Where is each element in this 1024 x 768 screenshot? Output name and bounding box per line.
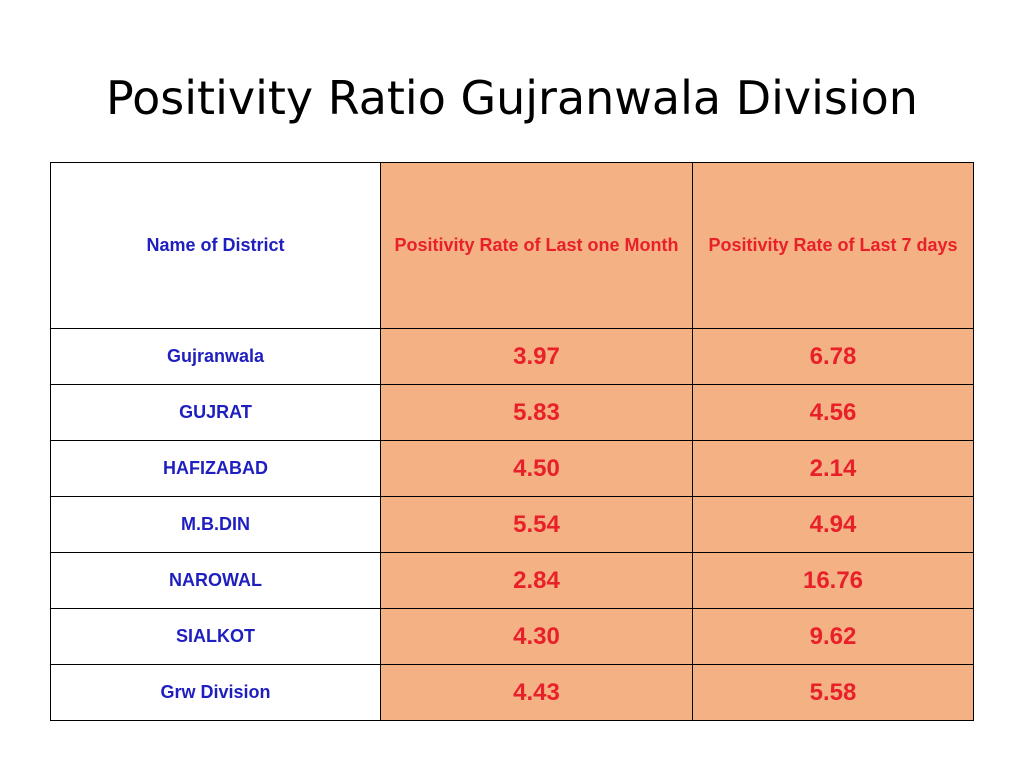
header-month-rate: Positivity Rate of Last one Month (380, 162, 693, 329)
month-rate: 2.84 (380, 552, 693, 609)
month-rate: 4.43 (380, 664, 693, 721)
month-rate: 5.83 (380, 384, 693, 441)
positivity-table: Name of District Positivity Rate of Last… (50, 162, 974, 721)
month-rate: 4.50 (380, 440, 693, 497)
district-name: Gujranwala (50, 328, 381, 385)
table-row: GUJRAT 5.83 4.56 (50, 384, 974, 441)
month-rate: 5.54 (380, 496, 693, 553)
week-rate: 16.76 (692, 552, 974, 609)
district-name: SIALKOT (50, 608, 381, 665)
week-rate: 6.78 (692, 328, 974, 385)
week-rate: 5.58 (692, 664, 974, 721)
district-name: Grw Division (50, 664, 381, 721)
district-name: GUJRAT (50, 384, 381, 441)
table-row: M.B.DIN 5.54 4.94 (50, 496, 974, 553)
page-title: Positivity Ratio Gujranwala Division (106, 71, 918, 125)
month-rate: 4.30 (380, 608, 693, 665)
table-row: SIALKOT 4.30 9.62 (50, 608, 974, 665)
week-rate: 2.14 (692, 440, 974, 497)
district-name: HAFIZABAD (50, 440, 381, 497)
district-name: NAROWAL (50, 552, 381, 609)
week-rate: 4.94 (692, 496, 974, 553)
header-district: Name of District (50, 162, 381, 329)
week-rate: 4.56 (692, 384, 974, 441)
week-rate: 9.62 (692, 608, 974, 665)
district-name: M.B.DIN (50, 496, 381, 553)
header-week-rate: Positivity Rate of Last 7 days (692, 162, 974, 329)
table-row-total: Grw Division 4.43 5.58 (50, 664, 974, 721)
month-rate: 3.97 (380, 328, 693, 385)
table-row: NAROWAL 2.84 16.76 (50, 552, 974, 609)
table-header-row: Name of District Positivity Rate of Last… (50, 162, 974, 329)
table-row: Gujranwala 3.97 6.78 (50, 328, 974, 385)
table-row: HAFIZABAD 4.50 2.14 (50, 440, 974, 497)
